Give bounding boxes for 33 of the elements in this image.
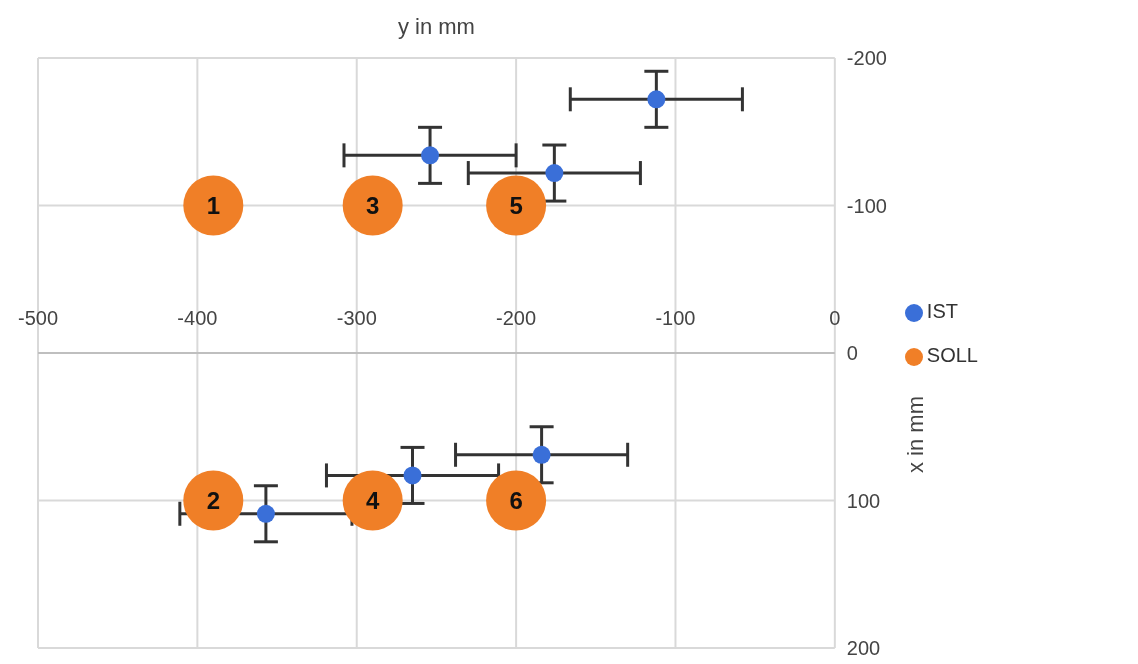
y-tick-label: -200 <box>846 47 887 69</box>
annotation: 1 <box>206 192 220 220</box>
y-tick-label: 100 <box>846 489 881 512</box>
annotation: 3 <box>365 192 380 220</box>
x-axis-title: y in mm <box>397 14 475 39</box>
annotation: 2 <box>206 487 220 515</box>
point <box>486 175 547 236</box>
point <box>183 470 244 531</box>
annotation: 6 <box>509 487 523 515</box>
x-tick-label: -300 <box>336 307 377 329</box>
point <box>403 466 422 485</box>
y-tick-label: 0 <box>846 342 858 364</box>
point <box>545 164 564 183</box>
y-tick-label: -100 <box>846 194 887 217</box>
x-tick-label: -400 <box>177 307 218 329</box>
x-tick-label: -200 <box>496 307 537 329</box>
point <box>183 175 244 236</box>
point <box>532 445 551 464</box>
point <box>421 146 440 165</box>
x-tick-label: 0 <box>829 307 841 329</box>
y-axis-title: x in mm <box>902 396 928 473</box>
y-tick-label: 200 <box>846 637 881 659</box>
x-tick-label: -500 <box>17 307 59 329</box>
point <box>256 504 275 523</box>
point <box>647 90 666 109</box>
x-tick-label: -100 <box>655 307 696 329</box>
legend-label: SOLL <box>926 344 978 366</box>
annotation: 4 <box>365 487 380 515</box>
point <box>342 470 403 531</box>
point <box>486 470 547 531</box>
legend-label: IST <box>926 300 958 322</box>
point <box>342 175 403 236</box>
annotation: 5 <box>509 192 523 220</box>
